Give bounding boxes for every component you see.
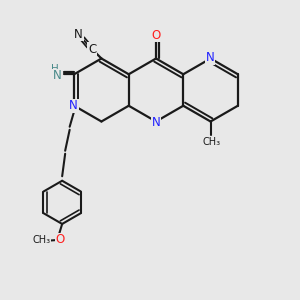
Text: N: N: [53, 69, 62, 82]
Text: CH₃: CH₃: [32, 236, 50, 245]
Text: N: N: [206, 51, 214, 64]
Text: N: N: [69, 99, 78, 112]
Text: O: O: [55, 233, 64, 246]
Text: H: H: [51, 64, 59, 74]
Text: O: O: [152, 29, 160, 42]
Text: N: N: [152, 116, 160, 129]
Text: N: N: [74, 28, 83, 41]
Text: CH₃: CH₃: [202, 136, 220, 147]
Text: C: C: [88, 43, 96, 56]
